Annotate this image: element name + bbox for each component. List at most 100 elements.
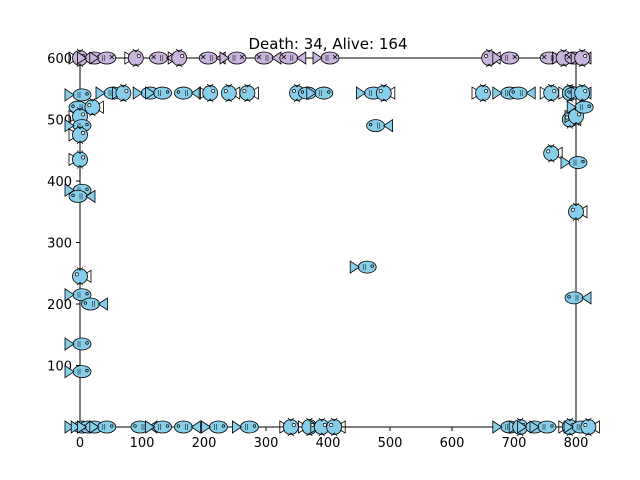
fish-eye bbox=[552, 89, 557, 94]
fish-tail bbox=[77, 51, 88, 65]
fish-tail bbox=[124, 51, 131, 65]
fish-marker bbox=[570, 83, 591, 103]
fish-tail bbox=[529, 420, 540, 434]
fish-tail bbox=[517, 420, 528, 434]
fish-tail bbox=[68, 152, 75, 167]
x-tick-label: 200 bbox=[192, 436, 217, 451]
fish-stripes bbox=[108, 90, 112, 97]
fish-fins bbox=[225, 83, 233, 103]
fish-tail bbox=[492, 420, 503, 434]
fish-eye bbox=[310, 423, 315, 427]
fish-stripes bbox=[550, 55, 554, 61]
fish-marker bbox=[566, 100, 594, 114]
fish-tail bbox=[570, 51, 577, 65]
fish-marker bbox=[375, 83, 396, 103]
fish-tail bbox=[339, 420, 346, 434]
fish-stripes bbox=[214, 424, 217, 430]
fish-eye bbox=[85, 341, 89, 345]
fish-eye bbox=[291, 423, 296, 427]
fish-stripes bbox=[377, 122, 380, 129]
fish-fins bbox=[89, 97, 96, 117]
fish-eye bbox=[577, 112, 581, 117]
fish-eye-x bbox=[541, 54, 547, 60]
fish-stripes bbox=[102, 55, 106, 61]
fish-body bbox=[202, 85, 219, 101]
fish-fins bbox=[479, 83, 487, 103]
fish-fins bbox=[76, 267, 84, 286]
fish-fins bbox=[547, 83, 555, 103]
fish-marker bbox=[81, 297, 108, 311]
fish-fins bbox=[560, 48, 567, 68]
fish-stripes bbox=[245, 424, 248, 430]
fish-body bbox=[84, 99, 101, 116]
fish-stripes bbox=[362, 264, 366, 271]
fish-fins bbox=[572, 202, 580, 221]
dead-fish-marker bbox=[254, 51, 282, 65]
dead-fish-marker bbox=[279, 51, 307, 65]
fish-marker bbox=[112, 83, 132, 103]
fish-stripes bbox=[158, 90, 161, 97]
death-count: 34 bbox=[304, 35, 323, 53]
fish-body bbox=[220, 85, 237, 101]
dead-fish-marker bbox=[570, 48, 591, 68]
fish-stripes bbox=[92, 301, 95, 307]
fish-eye bbox=[581, 159, 585, 164]
fish-marker bbox=[173, 86, 201, 100]
fish-eye-x bbox=[109, 54, 115, 60]
fish-eye bbox=[83, 301, 88, 305]
fish-marker bbox=[529, 420, 557, 434]
fish-marker bbox=[471, 83, 491, 103]
fish-fins bbox=[76, 48, 84, 68]
fish-stripes bbox=[519, 90, 523, 97]
dead-fish-marker bbox=[219, 51, 247, 65]
fish-body bbox=[543, 85, 560, 101]
fish-body bbox=[580, 419, 597, 435]
fish-tail bbox=[85, 189, 96, 204]
fish-marker bbox=[580, 417, 600, 437]
fish-tail bbox=[64, 183, 75, 197]
fish-eye bbox=[71, 193, 75, 198]
fish-stripes bbox=[369, 90, 372, 97]
fish-tail bbox=[95, 86, 106, 100]
fish-body bbox=[375, 85, 392, 101]
fish-stripes bbox=[542, 424, 546, 430]
fish-tail bbox=[563, 420, 574, 434]
fish-tail bbox=[89, 51, 100, 65]
fish-eye bbox=[546, 149, 551, 154]
fish-tail bbox=[525, 86, 536, 100]
fish-eye-x bbox=[256, 54, 262, 60]
fish-body bbox=[72, 268, 88, 285]
fish-eye bbox=[583, 423, 588, 427]
fish-marker bbox=[64, 288, 92, 302]
y-tick-label: 200 bbox=[47, 298, 72, 313]
fish-fins bbox=[76, 125, 84, 145]
fish-eye-x bbox=[281, 54, 287, 60]
fish-marker bbox=[564, 291, 592, 305]
fish-tail bbox=[68, 109, 75, 124]
fish-body bbox=[326, 419, 343, 435]
fish-marker bbox=[64, 88, 92, 102]
fish-tail bbox=[198, 86, 205, 100]
fish-stripes bbox=[505, 55, 509, 61]
x-tick-label: 500 bbox=[378, 436, 403, 451]
fish-tail bbox=[77, 420, 88, 434]
fish-eye bbox=[136, 54, 141, 58]
fish-fins bbox=[120, 83, 127, 103]
fish-marker bbox=[220, 83, 241, 103]
fish-marker bbox=[508, 86, 536, 100]
fish-eye bbox=[75, 272, 79, 277]
fish-marker bbox=[64, 364, 92, 379]
x-tick-label: 700 bbox=[502, 436, 527, 451]
fish-eye bbox=[110, 424, 114, 428]
fish-eye bbox=[583, 89, 588, 94]
fish-eye bbox=[180, 54, 185, 58]
fish-eye bbox=[484, 89, 488, 94]
fish-tail bbox=[566, 100, 577, 114]
fish-eye-x bbox=[239, 54, 245, 60]
fish-body bbox=[282, 419, 299, 435]
fish-fins bbox=[132, 48, 140, 68]
fish-eye bbox=[511, 90, 515, 94]
fish-body bbox=[574, 85, 591, 101]
fish-eye bbox=[327, 90, 331, 94]
